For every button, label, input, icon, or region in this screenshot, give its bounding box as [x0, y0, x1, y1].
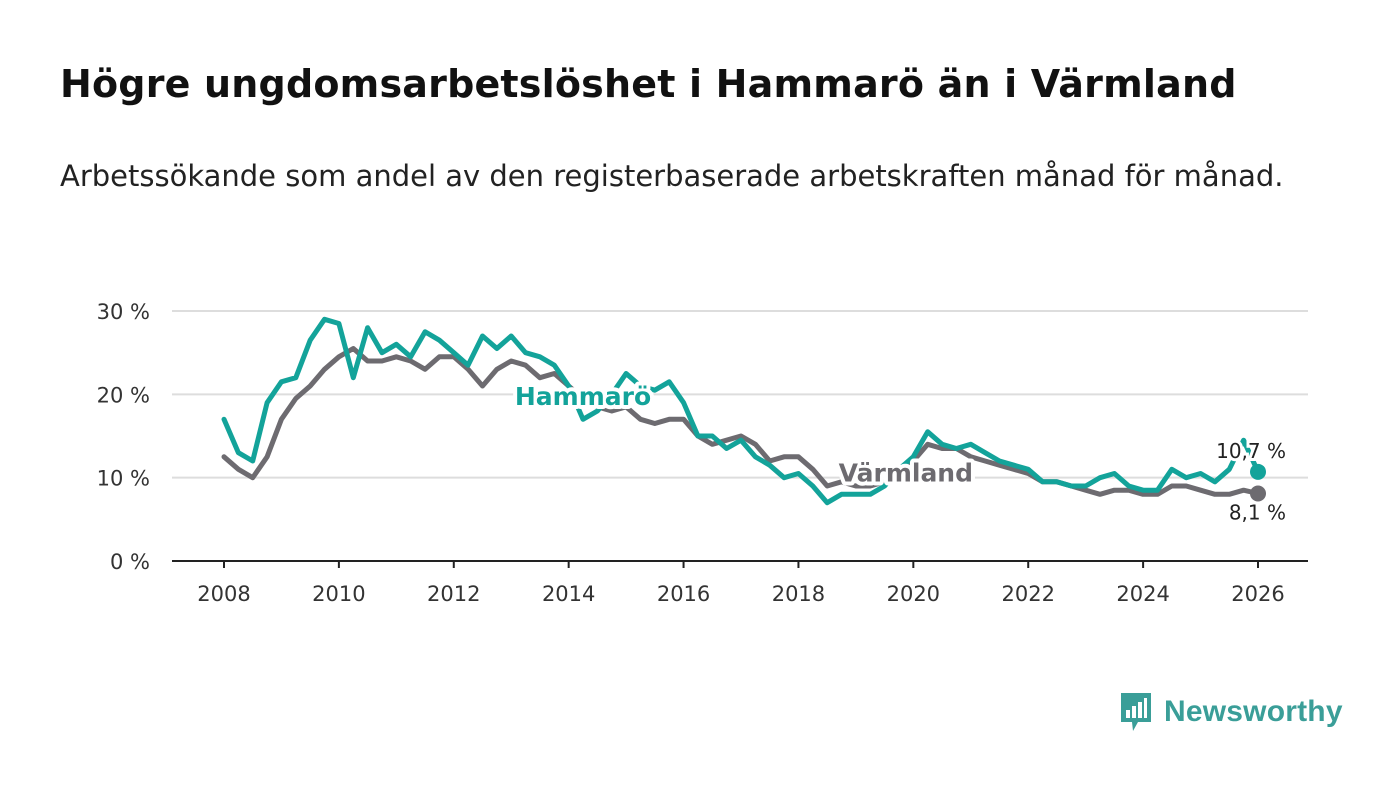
brand-name: Newsworthy	[1164, 695, 1343, 728]
bar-chart-icon	[1121, 693, 1151, 731]
x-tick-label: 2014	[542, 582, 595, 606]
end-value-label-varmland: 8,1 %	[1229, 501, 1286, 525]
series-line-varmland	[221, 346, 1261, 497]
x-tick-label: 2020	[887, 582, 940, 606]
chart-title: Högre ungdomsarbetslöshet i Hammarö än i…	[60, 62, 1237, 106]
brand-logo: Newsworthy	[1118, 690, 1343, 734]
x-tick-label: 2008	[197, 582, 250, 606]
y-axis-ticks: 0 % 10 % 20 % 30 %	[97, 300, 150, 574]
y-tick-label: 20 %	[97, 383, 150, 407]
chart-subtitle: Arbetssökande som andel av den registerb…	[60, 159, 1284, 193]
y-tick-label: 0 %	[110, 550, 150, 574]
x-axis-ticks: 2008 2010 2012 2014 2016 2018 2020 2022 2024 2026	[172, 560, 1308, 606]
x-tick-label: 2026	[1231, 582, 1284, 606]
series-label-varmland: Värmland	[839, 459, 973, 488]
x-tick-label: 2010	[312, 582, 365, 606]
series-labels: Värmland Hammarö 8,1 % 10,7 %	[511, 378, 1289, 528]
x-tick-label: 2018	[772, 582, 825, 606]
end-point-hammaro	[1250, 463, 1266, 480]
series-label-hammaro: Hammarö	[515, 382, 651, 411]
y-tick-label: 30 %	[97, 300, 150, 324]
x-tick-label: 2024	[1116, 582, 1169, 606]
x-tick-label: 2012	[427, 582, 480, 606]
end-value-label-hammaro: 10,7 %	[1216, 439, 1286, 463]
y-tick-label: 10 %	[97, 467, 150, 491]
end-point-varmland	[1250, 485, 1266, 502]
series-lines	[221, 316, 1266, 506]
series-line-hammaro	[221, 316, 1261, 506]
x-tick-label: 2016	[657, 582, 710, 606]
x-tick-label: 2022	[1001, 582, 1054, 606]
